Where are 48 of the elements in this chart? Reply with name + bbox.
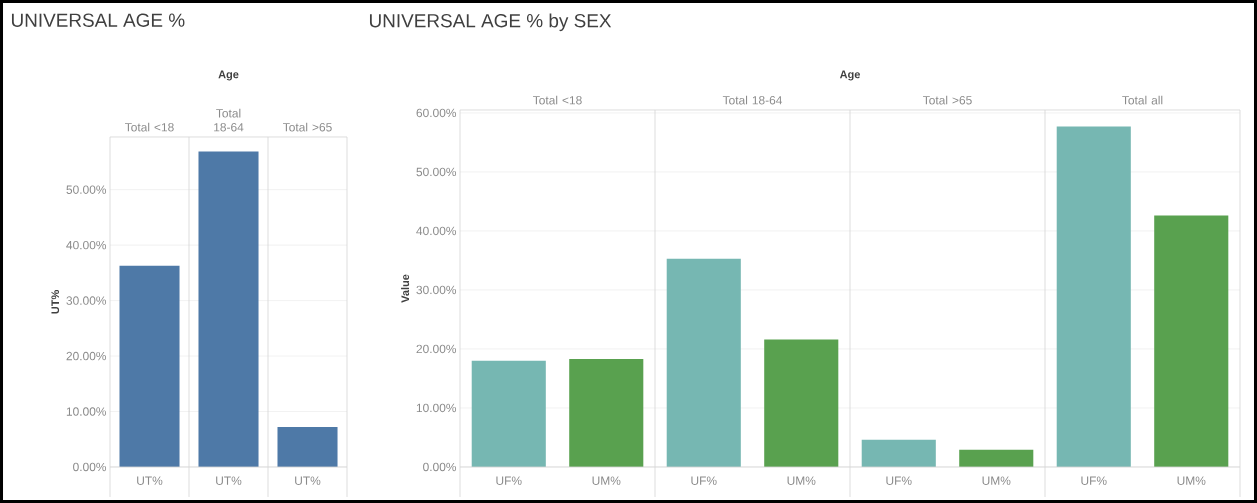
series-label: UF% <box>496 476 522 485</box>
x-tick-label: Total <18 <box>125 122 174 132</box>
y-tick-label: 20.00% <box>66 351 107 361</box>
y-axis-title: Value <box>401 274 410 303</box>
chart-title: UNIVERSAL AGE % <box>11 13 185 27</box>
y-tick-label: 30.00% <box>66 296 107 305</box>
bar <box>569 359 644 467</box>
y-tick-label: 60.00% <box>416 108 457 118</box>
x-tick-label: Total all <box>1122 95 1163 105</box>
bar <box>764 339 839 467</box>
y-tick-label: 10.00% <box>66 407 107 416</box>
bar <box>277 427 338 467</box>
text: UM% <box>982 476 1011 485</box>
series-label: UT% <box>137 476 163 485</box>
x-axis-title: Age <box>839 70 860 81</box>
y-tick-label: 10.00% <box>416 403 457 413</box>
text: UT% <box>295 476 321 485</box>
text: UF% <box>886 476 912 485</box>
x-tick-label: Total 18-64 <box>214 108 244 132</box>
x-tick-label: Total >65 <box>283 122 332 132</box>
x-axis-title: Age <box>218 70 239 81</box>
bar <box>1056 126 1131 467</box>
x-tick-label: Total >65 <box>923 95 972 105</box>
y-tick-label: 0.00% <box>423 462 457 472</box>
y-tick-label: 0.00% <box>73 462 107 472</box>
y-tick-label: 20.00% <box>416 344 457 354</box>
bar <box>119 265 180 467</box>
y-tick-label: 50.00% <box>416 167 457 177</box>
text: UM% <box>787 476 816 485</box>
bar <box>959 449 1034 467</box>
chart-title: UNIVERSAL AGE % by SEX <box>369 13 612 32</box>
y-tick-label: 40.00% <box>66 240 107 250</box>
x-tick-label: Total 18-64 <box>722 95 783 105</box>
text: UM% <box>1177 476 1206 485</box>
y-tick-label: 40.00% <box>416 226 457 236</box>
bar <box>1154 215 1229 467</box>
y-tick-label: 50.00% <box>66 185 107 194</box>
bar <box>861 439 936 467</box>
bar <box>666 258 741 467</box>
y-tick-label: 30.00% <box>416 285 457 295</box>
y-axis-title: UT% <box>51 290 60 314</box>
bar <box>198 151 259 467</box>
series-label: UM% <box>592 476 621 485</box>
bar <box>471 360 546 467</box>
text: UF% <box>691 476 717 485</box>
text: UT% <box>216 476 242 485</box>
text: UF% <box>1081 476 1107 485</box>
x-tick-label: Total <18 <box>533 95 582 105</box>
